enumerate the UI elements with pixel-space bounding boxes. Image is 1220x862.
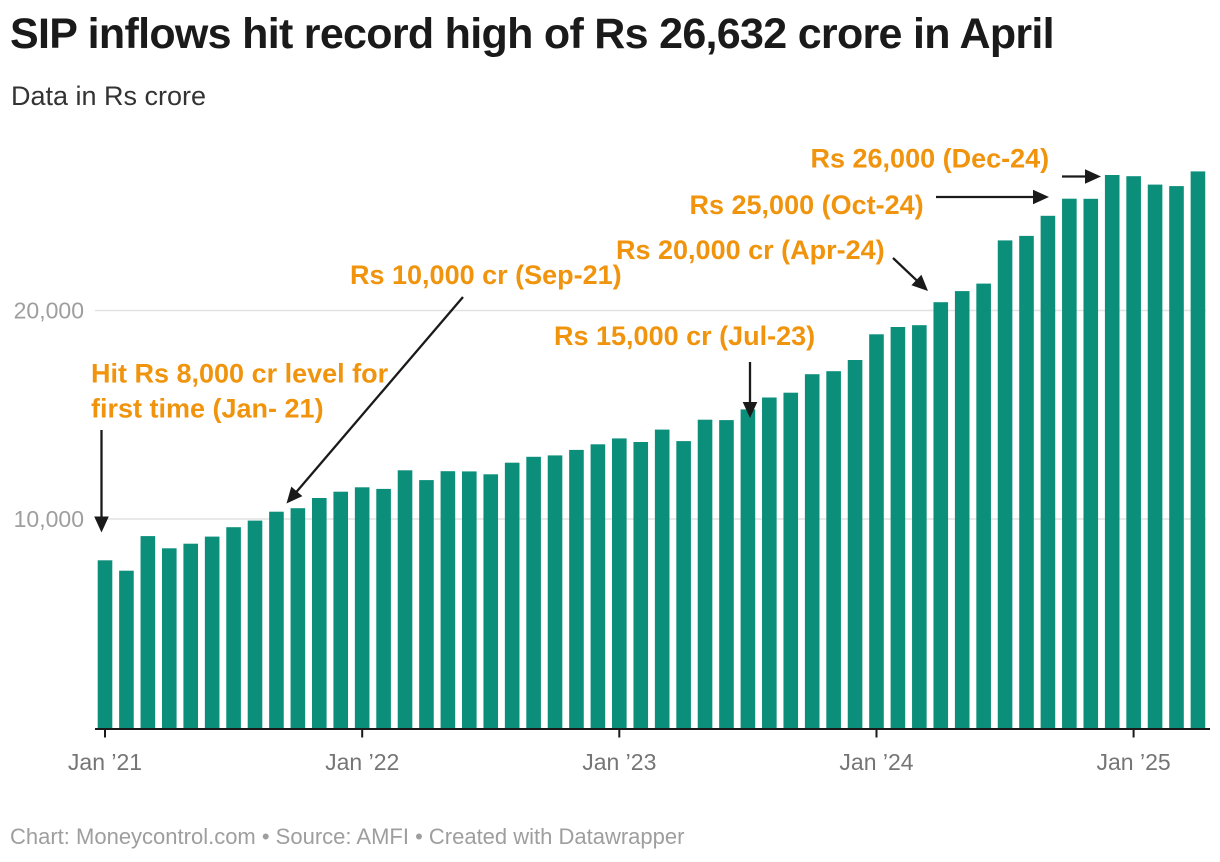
svg-text:SIP inflows hit record high of: SIP inflows hit record high of Rs 26,632… [10, 10, 1054, 58]
svg-text:Chart: Moneycontrol.com • Sour: Chart: Moneycontrol.com • Source: AMFI •… [10, 824, 684, 849]
svg-text:Jan ’22: Jan ’22 [325, 749, 399, 775]
svg-text:Rs 25,000 (Oct-24): Rs 25,000 (Oct-24) [690, 190, 924, 220]
svg-text:Rs 10,000 cr (Sep-21): Rs 10,000 cr (Sep-21) [350, 260, 622, 290]
svg-text:Jan ’21: Jan ’21 [68, 749, 142, 775]
svg-text:Rs 20,000 cr (Apr-24): Rs 20,000 cr (Apr-24) [616, 235, 885, 265]
svg-text:20,000: 20,000 [14, 297, 84, 323]
svg-text:Jan ’24: Jan ’24 [839, 749, 913, 775]
svg-text:first time (Jan- 21): first time (Jan- 21) [91, 394, 324, 424]
svg-text:Rs 26,000 (Dec-24): Rs 26,000 (Dec-24) [811, 144, 1050, 174]
svg-text:Jan ’23: Jan ’23 [582, 749, 656, 775]
svg-text:Data in Rs crore: Data in Rs crore [11, 81, 206, 111]
svg-text:Rs 15,000 cr (Jul-23): Rs 15,000 cr (Jul-23) [554, 321, 815, 351]
svg-text:Hit Rs 8,000 cr level for: Hit Rs 8,000 cr level for [91, 359, 389, 389]
svg-text:10,000: 10,000 [14, 506, 84, 532]
svg-text:Jan ’25: Jan ’25 [1097, 749, 1171, 775]
